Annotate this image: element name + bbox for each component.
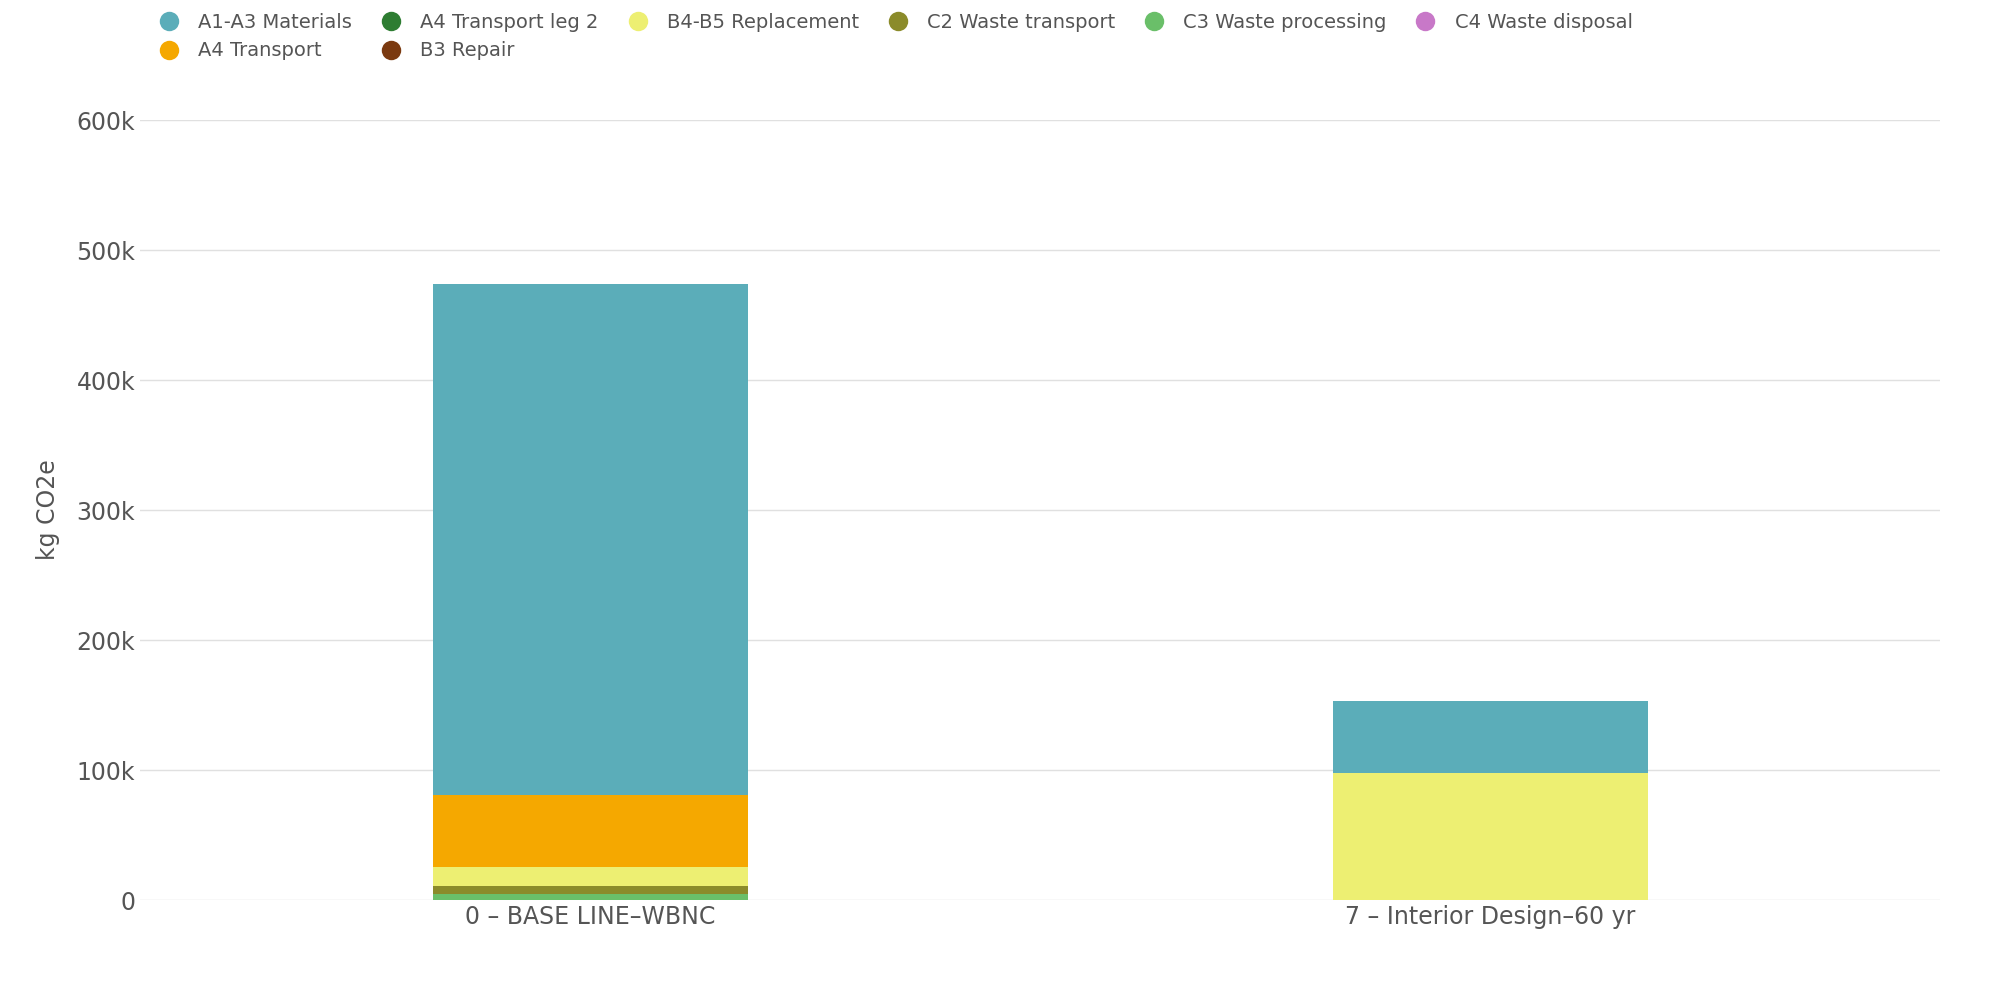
- Bar: [432, 284, 748, 795]
- Legend: A1-A3 Materials, A4 Transport, A4 Transport leg 2, B3 Repair, B4-B5 Replacement,: A1-A3 Materials, A4 Transport, A4 Transp…: [150, 13, 1632, 60]
- Bar: [432, 894, 748, 900]
- Bar: [432, 886, 748, 894]
- Bar: [432, 867, 748, 886]
- Bar: [1332, 701, 1648, 773]
- Bar: [432, 795, 748, 867]
- Y-axis label: kg CO2e: kg CO2e: [36, 460, 60, 560]
- Bar: [1332, 773, 1648, 900]
